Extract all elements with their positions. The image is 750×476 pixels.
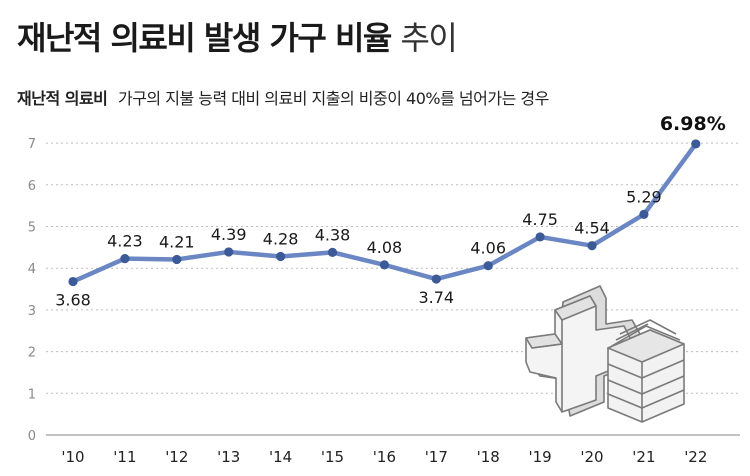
data-label: 3.74: [418, 288, 454, 307]
data-point: [120, 254, 130, 264]
data-label: 4.23: [107, 232, 143, 251]
data-label: 4.54: [574, 219, 610, 238]
data-point: [431, 274, 441, 284]
chart-title: 재난적 의료비 발생 가구 비율 추이: [17, 13, 458, 59]
data-label: 4.06: [470, 239, 506, 258]
data-label: 4.39: [211, 225, 247, 244]
y-tick-label: 6: [28, 179, 36, 194]
y-tick-label: 7: [28, 137, 36, 152]
chart-title-trend: 추이: [400, 19, 457, 57]
x-tick-label: '10: [61, 448, 84, 466]
data-label: 4.08: [367, 238, 403, 257]
x-tick-label: '20: [580, 448, 603, 466]
data-label: 3.68: [55, 291, 91, 310]
chart-title-main: 재난적 의료비 발생 가구 비율: [17, 19, 392, 57]
data-labels: 3.68 4.23 4.21 4.39 4.28 4.38 4.08 3.74 4.06 4.75…: [55, 113, 726, 310]
data-point: [327, 247, 338, 257]
x-tick-label: '15: [321, 448, 344, 466]
data-point: [224, 247, 234, 257]
subtitle-term: 재난적 의료비: [17, 89, 108, 108]
data-label: 4.28: [263, 230, 299, 249]
x-tick-label: '14: [269, 448, 292, 466]
data-point: [172, 254, 182, 265]
x-tick-label: '21: [632, 448, 655, 466]
x-tick-label: '13: [217, 448, 240, 466]
data-point: [639, 209, 649, 220]
x-tick-label: '17: [425, 448, 448, 466]
data-point: [379, 260, 389, 270]
medical-cross-and-money-stack-icon: [525, 285, 685, 423]
x-tick-label: '22: [684, 448, 707, 466]
data-point: [691, 139, 701, 149]
y-tick-label: 3: [28, 304, 36, 319]
data-point: [276, 251, 286, 262]
data-point: [68, 276, 78, 287]
y-tick-label: 2: [28, 346, 36, 361]
x-axis-ticks: '10 '11 '12 '13 '14 '15 '16 '17 '18 '19 '20 '21 '22: [61, 448, 707, 466]
y-tick-label: 1: [28, 387, 36, 402]
data-point: [483, 261, 493, 271]
x-tick-label: '16: [373, 448, 396, 466]
y-axis-ticks: 0 1 2 3 4 5 6 7: [28, 137, 36, 444]
data-label: 4.38: [315, 225, 351, 244]
x-tick-label: '18: [477, 448, 500, 466]
subtitle-definition: 가구의 지불 능력 대비 의료비 지출의 비중이 40%를 넘어가는 경우: [117, 89, 549, 108]
y-tick-label: 4: [28, 262, 36, 277]
x-tick-label: '11: [113, 448, 136, 466]
data-label: 4.75: [522, 210, 558, 229]
x-tick-label: '12: [165, 448, 188, 466]
data-points: [68, 139, 701, 287]
chart-subtitle: 재난적 의료비 가구의 지불 능력 대비 의료비 지출의 비중이 40%를 넘어…: [17, 85, 549, 109]
y-tick-label: 0: [28, 429, 36, 444]
data-label: 6.98%: [660, 113, 726, 135]
y-tick-label: 5: [28, 221, 36, 236]
data-point: [535, 232, 545, 242]
x-tick-label: '19: [528, 448, 551, 466]
data-label: 4.21: [159, 232, 195, 251]
data-point: [587, 241, 597, 251]
data-label: 5.29: [626, 187, 662, 206]
